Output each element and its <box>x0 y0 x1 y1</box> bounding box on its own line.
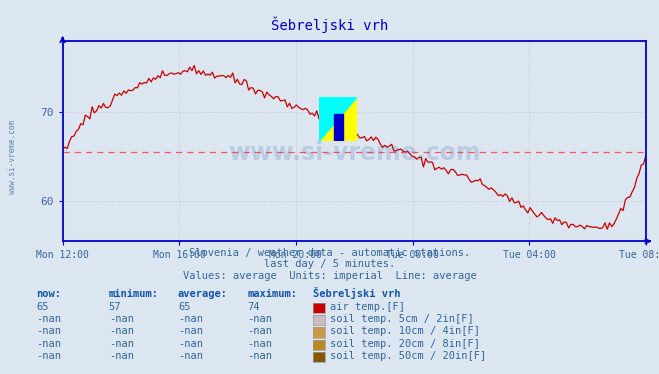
Text: Šebreljski vrh: Šebreljski vrh <box>313 287 401 299</box>
Text: soil temp. 50cm / 20in[F]: soil temp. 50cm / 20in[F] <box>330 351 486 361</box>
Text: soil temp. 5cm / 2in[F]: soil temp. 5cm / 2in[F] <box>330 314 474 324</box>
Text: 74: 74 <box>247 302 260 312</box>
Text: air temp.[F]: air temp.[F] <box>330 302 405 312</box>
Text: -nan: -nan <box>247 339 272 349</box>
Polygon shape <box>319 97 357 141</box>
Text: maximum:: maximum: <box>247 289 297 299</box>
Text: Values: average  Units: imperial  Line: average: Values: average Units: imperial Line: av… <box>183 271 476 280</box>
Text: average:: average: <box>178 289 228 299</box>
Text: -nan: -nan <box>36 327 61 336</box>
Text: 65: 65 <box>36 302 49 312</box>
Text: minimum:: minimum: <box>109 289 159 299</box>
Text: -nan: -nan <box>36 339 61 349</box>
Text: soil temp. 20cm / 8in[F]: soil temp. 20cm / 8in[F] <box>330 339 480 349</box>
Text: -nan: -nan <box>247 314 272 324</box>
Polygon shape <box>319 97 357 141</box>
Polygon shape <box>333 114 343 141</box>
Text: -nan: -nan <box>178 351 203 361</box>
Text: www.si-vreme.com: www.si-vreme.com <box>228 141 480 165</box>
Text: 65: 65 <box>178 302 190 312</box>
Text: -nan: -nan <box>109 327 134 336</box>
Text: -nan: -nan <box>178 327 203 336</box>
Text: soil temp. 10cm / 4in[F]: soil temp. 10cm / 4in[F] <box>330 327 480 336</box>
Text: last day / 5 minutes.: last day / 5 minutes. <box>264 260 395 269</box>
Text: Slovenia / weather data - automatic stations.: Slovenia / weather data - automatic stat… <box>189 248 470 258</box>
Text: -nan: -nan <box>178 314 203 324</box>
Text: -nan: -nan <box>109 351 134 361</box>
Text: -nan: -nan <box>247 351 272 361</box>
Text: -nan: -nan <box>109 339 134 349</box>
Text: -nan: -nan <box>109 314 134 324</box>
Text: -nan: -nan <box>36 314 61 324</box>
Text: www.si-vreme.com: www.si-vreme.com <box>8 120 17 194</box>
Text: Šebreljski vrh: Šebreljski vrh <box>271 17 388 33</box>
Text: -nan: -nan <box>178 339 203 349</box>
Text: -nan: -nan <box>36 351 61 361</box>
Text: 57: 57 <box>109 302 121 312</box>
Text: -nan: -nan <box>247 327 272 336</box>
Text: now:: now: <box>36 289 61 299</box>
